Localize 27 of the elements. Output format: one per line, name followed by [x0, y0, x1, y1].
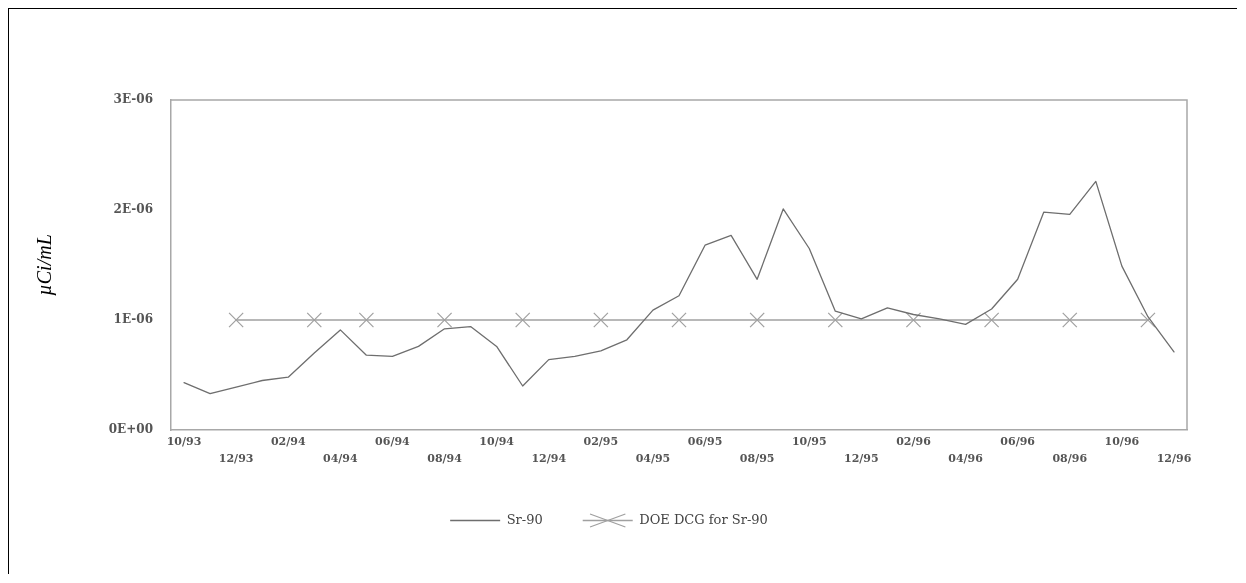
y-tick-label: 2E-06	[113, 202, 153, 217]
x-tick-label: 04/94	[323, 451, 358, 465]
x-tick-label: 06/96	[1000, 435, 1036, 449]
x-tick-label: 08/95	[739, 451, 775, 465]
x-tick-label: 04/96	[948, 451, 984, 465]
x-tick-label: 02/96	[896, 435, 932, 449]
x-tick-label: 08/96	[1052, 451, 1088, 465]
x-tick-label: 10/94	[479, 435, 515, 449]
legend-label: Sr-90	[506, 511, 543, 527]
x-tick-label: 10/95	[791, 435, 827, 449]
y-axis-title: µCi/mL	[33, 234, 57, 296]
x-tick-label: 04/95	[635, 451, 671, 465]
x-tick-label: 12/94	[531, 451, 567, 465]
x-tick-label: 02/95	[583, 435, 619, 449]
x-tick-label: 10/96	[1104, 435, 1140, 449]
x-tick-label: 10/93	[166, 435, 202, 449]
x-tick-label: 02/94	[270, 435, 306, 449]
x-tick-label: 08/94	[427, 451, 463, 465]
x-tick-label: 12/96	[1156, 451, 1192, 465]
y-tick-label: 0E+00	[108, 422, 153, 437]
x-tick-label: 12/93	[218, 451, 254, 465]
y-tick-label: 1E-06	[113, 312, 153, 327]
x-tick-label: 12/95	[844, 451, 879, 465]
x-tick-label: 06/95	[687, 435, 723, 449]
legend-label: DOE DCG for Sr-90	[639, 511, 768, 527]
x-tick-label: 06/94	[375, 435, 411, 449]
y-tick-label: 3E-06	[113, 92, 153, 107]
